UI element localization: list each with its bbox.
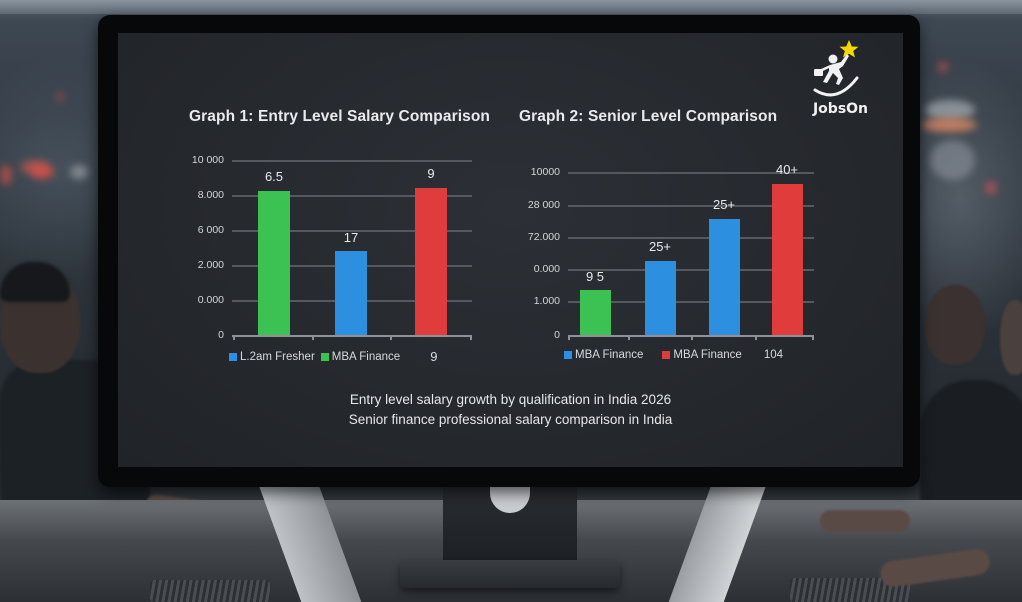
y-tick-label: 10000 [530, 166, 560, 178]
bar-value-label: 40+ [775, 162, 799, 177]
legend-label: 9 [430, 349, 438, 364]
y-tick-label: 0.000 [197, 294, 224, 306]
x-axis-tick [755, 335, 757, 340]
bar-value-label: 9 5 [585, 269, 605, 284]
chart-title: Graph 2: Senior Level Comparison [519, 108, 778, 125]
y-tick-label: 72.000 [527, 231, 560, 243]
x-axis-tick [568, 335, 570, 340]
x-axis-tick [470, 335, 472, 340]
person-right-hand [820, 510, 910, 532]
chart-legend: MBA Finance MBA Finance 104 [564, 349, 783, 361]
bar-blue [645, 261, 676, 335]
bar-value-label: 25+ [712, 197, 736, 212]
bar-value-label: 9 [427, 166, 435, 181]
person-right-head [925, 285, 985, 365]
legend-item: MBA Finance [320, 350, 401, 363]
caption-line-1: Entry level salary growth by qualificati… [349, 392, 672, 407]
legend-label: MBA Finance [673, 349, 742, 361]
y-tick-label: 8.000 [197, 189, 224, 201]
brand-name: JobsOn [812, 101, 869, 117]
chart-title: Graph 1: Entry Level Salary Comparison [189, 108, 490, 125]
keyboard-left [150, 580, 270, 602]
legend-item: L.2am Fresher [229, 351, 315, 363]
person-right2-head [1000, 300, 1022, 375]
bokeh-light [0, 165, 12, 185]
bokeh-light [938, 62, 948, 72]
gridline [568, 205, 814, 207]
legend-item: MBA Finance [662, 349, 742, 361]
bar-red [415, 188, 447, 335]
bar-blue [709, 219, 740, 335]
bokeh-light [922, 118, 977, 132]
gridline [232, 195, 472, 197]
bokeh-light [930, 140, 975, 180]
bar-blue [335, 251, 367, 335]
gridline [232, 230, 472, 232]
bar-value-label: 6.5 [264, 169, 284, 184]
bokeh-light [55, 92, 65, 102]
caption-line-2: Senior finance professional salary compa… [348, 412, 673, 427]
bar-green [580, 290, 611, 335]
gridline [568, 237, 814, 239]
legend-swatch-red [662, 351, 671, 359]
bokeh-light [70, 165, 88, 179]
gridline [568, 301, 814, 303]
x-axis [232, 335, 472, 337]
legend-label: MBA Finance [575, 349, 644, 361]
legend-swatch-green [320, 352, 329, 361]
legend-label: L.2am Fresher [240, 350, 315, 363]
x-axis-tick [812, 335, 814, 340]
bokeh-light [925, 100, 975, 120]
gridline [568, 172, 814, 174]
x-axis-tick [628, 335, 630, 340]
y-tick-label: 6 000 [197, 224, 224, 236]
legend-label: MBA Finance [331, 350, 401, 363]
bar-red [772, 184, 803, 335]
bar-green [258, 191, 290, 335]
gridline [568, 269, 814, 271]
gridline [232, 160, 472, 162]
legend-item: 9 [430, 349, 437, 364]
bokeh-light [30, 165, 54, 179]
bar-value-label: 25+ [648, 239, 672, 254]
y-tick-label: 0 [554, 329, 560, 341]
jobson-logo: JobsOn [803, 38, 878, 122]
bokeh-light [985, 182, 997, 194]
legend-label: 104 [763, 349, 783, 361]
window-band [0, 0, 1022, 14]
legend-item: 104 [764, 349, 783, 361]
running-person-with-star-icon [813, 40, 859, 97]
chart-legend: L.2am Fresher MBA Finance 9 [229, 349, 437, 364]
bar-value-label: 17 [343, 230, 359, 245]
legend-item: MBA Finance [564, 349, 643, 361]
legend-swatch-blue [229, 352, 237, 361]
monitor-stand-base [400, 560, 620, 588]
x-axis-tick [312, 335, 314, 340]
y-tick-label: 1.000 [533, 295, 560, 307]
person-left-hair [0, 262, 70, 302]
y-tick-label: 2.000 [197, 259, 224, 271]
y-tick-label: 0.000 [533, 263, 560, 275]
y-tick-label: 28 000 [527, 199, 560, 211]
y-tick-label: 10 000 [191, 154, 224, 166]
y-tick-label: 0 [218, 329, 224, 341]
x-axis-tick [390, 335, 392, 340]
legend-swatch-blue [564, 351, 572, 359]
x-axis-tick [691, 335, 693, 340]
x-axis-tick [233, 335, 235, 340]
